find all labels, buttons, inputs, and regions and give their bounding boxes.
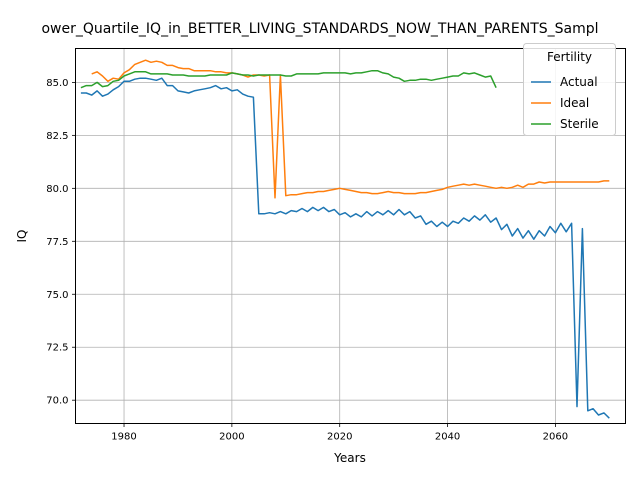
x-tick-label: 2020 [327, 432, 352, 443]
legend-label-sterile: Sterile [560, 117, 599, 131]
y-axis-label: IQ [15, 230, 29, 243]
y-tick-label: 77.5 [46, 237, 68, 248]
plot-frame [75, 48, 626, 424]
x-axis-label: Years [333, 451, 366, 465]
y-tick-label: 82.5 [46, 131, 68, 142]
series-layer [80, 59, 610, 419]
y-axis: 70.0 72.5 75.0 77.5 80.0 82.5 85.0 [46, 78, 76, 407]
series-line-sterile [80, 69, 497, 89]
y-tick-label: 80.0 [46, 184, 68, 195]
chart-title: ower_Quartile_IQ_in_BETTER_LIVING_STANDA… [41, 21, 598, 37]
legend-label-ideal: Ideal [560, 96, 589, 110]
x-tick-label: 2060 [543, 432, 568, 443]
legend-box [523, 43, 616, 136]
legend-title: Fertility [547, 50, 592, 64]
x-tick-label: 1980 [111, 432, 136, 443]
x-axis: 1980 2000 2020 2040 2060 [111, 423, 568, 443]
x-tick-label: 2040 [435, 432, 460, 443]
x-tick-label: 2000 [219, 432, 244, 443]
y-tick-label: 70.0 [46, 396, 68, 407]
series-line-actual [80, 77, 610, 419]
series-line-ideal [91, 59, 610, 199]
y-tick-label: 75.0 [46, 290, 68, 301]
y-tick-label: 72.5 [46, 343, 68, 354]
legend-label-actual: Actual [560, 75, 598, 89]
y-tick-label: 85.0 [46, 78, 68, 89]
legend: Fertility Actual Ideal Sterile [523, 43, 616, 136]
